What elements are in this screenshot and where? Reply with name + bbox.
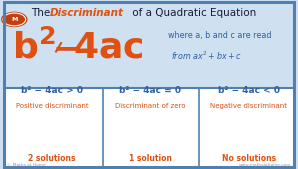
Text: from $ax^2 + bx + c$: from $ax^2 + bx + c$ (171, 50, 242, 62)
Text: Negative discriminant: Negative discriminant (210, 103, 287, 109)
Text: Positive discriminant: Positive discriminant (16, 103, 89, 109)
FancyBboxPatch shape (4, 88, 294, 167)
Text: 2 solutions: 2 solutions (28, 154, 76, 163)
FancyBboxPatch shape (4, 2, 294, 88)
Text: b² − 4ac > 0: b² − 4ac > 0 (21, 86, 83, 95)
Text: b² − 4ac = 0: b² − 4ac = 0 (119, 86, 181, 95)
Text: Discriminant of zero: Discriminant of zero (115, 103, 186, 109)
Text: 1 solution: 1 solution (129, 154, 172, 163)
Text: of a Quadratic Equation: of a Quadratic Equation (129, 8, 256, 18)
Circle shape (2, 12, 27, 27)
Text: www.mathsathome.com: www.mathsathome.com (239, 163, 291, 167)
Text: $\mathbf{4ac}$: $\mathbf{4ac}$ (73, 30, 143, 64)
Text: M: M (11, 17, 18, 22)
Text: The: The (31, 8, 54, 18)
Text: b² − 4ac < 0: b² − 4ac < 0 (218, 86, 280, 95)
Text: No solutions: No solutions (222, 154, 276, 163)
Text: where a, b and c are read: where a, b and c are read (168, 31, 272, 40)
Text: $\mathbf{-}$: $\mathbf{-}$ (52, 32, 79, 65)
Text: © Maths at Home: © Maths at Home (7, 163, 45, 167)
Text: Discriminant: Discriminant (50, 8, 124, 18)
Text: $\mathbf{b}^{\mathbf{2}}$: $\mathbf{b}^{\mathbf{2}}$ (12, 29, 55, 65)
